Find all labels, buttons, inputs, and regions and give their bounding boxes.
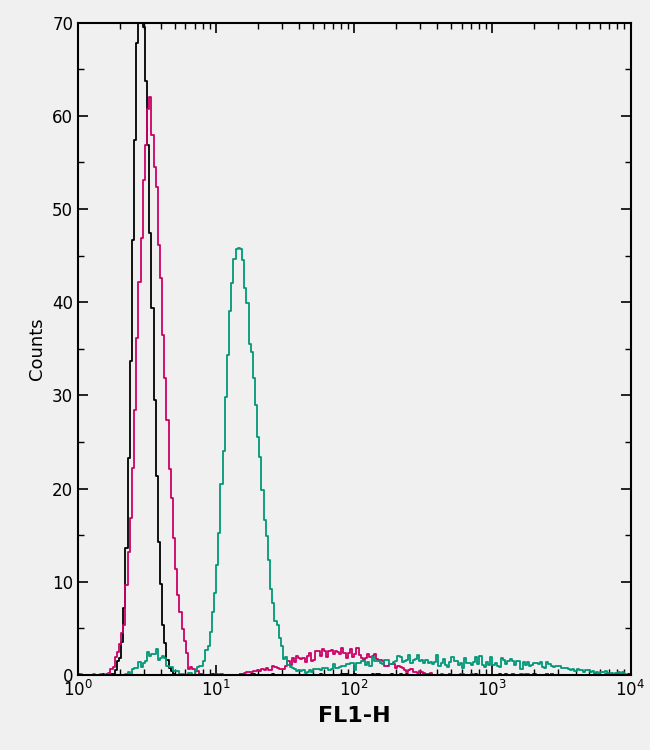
Y-axis label: Counts: Counts [29,317,46,380]
X-axis label: FL1-H: FL1-H [318,706,391,725]
